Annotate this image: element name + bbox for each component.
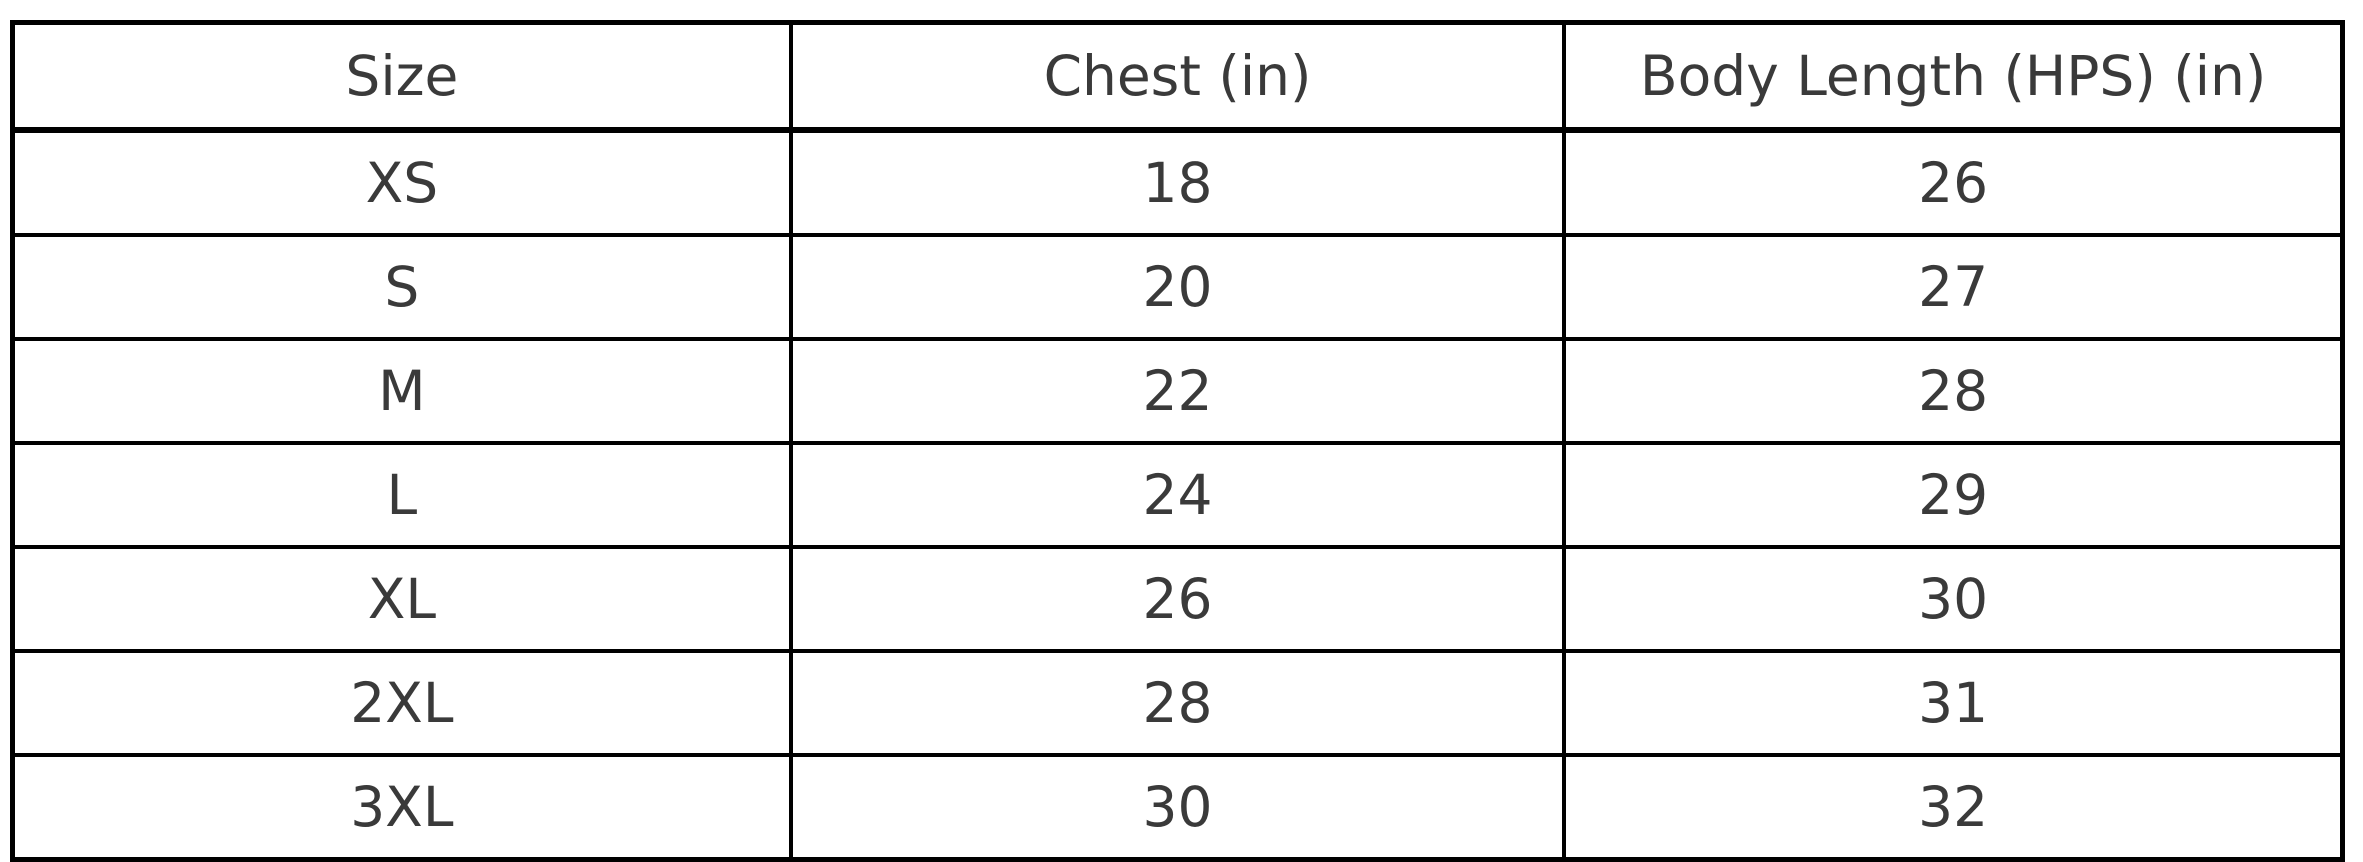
cell-chest: 18 (788, 128, 1567, 237)
cell-body-length: 28 (1562, 337, 2345, 445)
cell-size: 2XL (10, 649, 793, 757)
cell-chest: 22 (788, 337, 1567, 445)
cell-body-length: 30 (1562, 545, 2345, 653)
cell-chest: 20 (788, 233, 1567, 341)
cell-size: XL (10, 545, 793, 653)
cell-body-length: 31 (1562, 649, 2345, 757)
cell-size: S (10, 233, 793, 341)
cell-size: M (10, 337, 793, 445)
cell-size: XS (10, 128, 793, 237)
table-row-m: M 22 28 (10, 337, 2345, 445)
cell-chest: 30 (788, 753, 1567, 862)
table-row-s: S 20 27 (10, 233, 2345, 341)
cell-body-length: 29 (1562, 441, 2345, 549)
table-row-2xl: 2XL 28 31 (10, 649, 2345, 757)
cell-size: 3XL (10, 753, 793, 862)
table-row-xs: XS 18 26 (10, 128, 2345, 237)
size-chart-table: Size Chest (in) Body Length (HPS) (in) X… (10, 20, 2345, 862)
column-header-size: Size (10, 20, 793, 133)
cell-body-length: 27 (1562, 233, 2345, 341)
cell-size: L (10, 441, 793, 549)
cell-chest: 24 (788, 441, 1567, 549)
column-header-chest: Chest (in) (788, 20, 1567, 133)
header-row: Size Chest (in) Body Length (HPS) (in) (10, 20, 2345, 133)
table-row-xl: XL 26 30 (10, 545, 2345, 653)
cell-body-length: 26 (1562, 128, 2345, 237)
cell-chest: 26 (788, 545, 1567, 653)
table-row-3xl: 3XL 30 32 (10, 753, 2345, 862)
cell-chest: 28 (788, 649, 1567, 757)
cell-body-length: 32 (1562, 753, 2345, 862)
table-row-l: L 24 29 (10, 441, 2345, 549)
column-header-body-length: Body Length (HPS) (in) (1562, 20, 2345, 133)
